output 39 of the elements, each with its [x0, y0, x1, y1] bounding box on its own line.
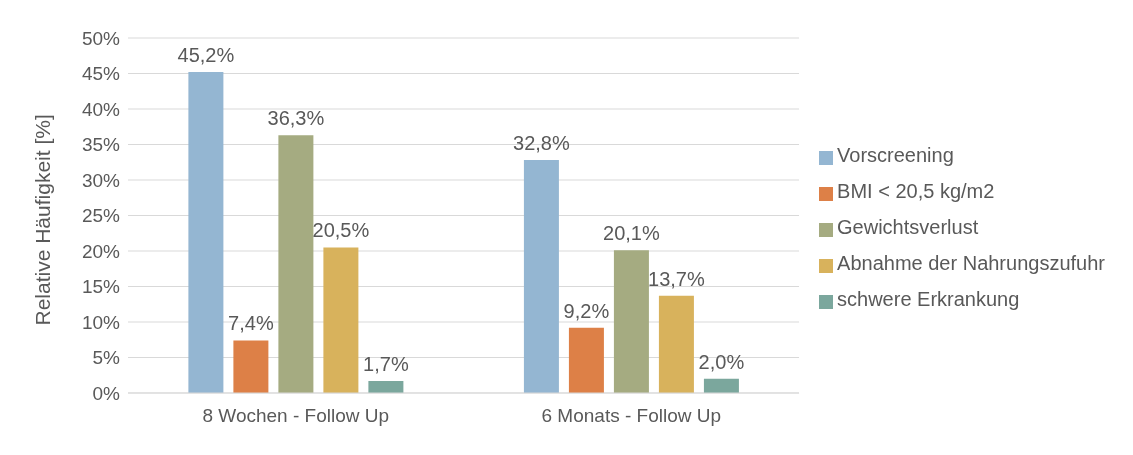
y-tick-label: 50%	[81, 27, 121, 49]
y-tick-label: 30%	[81, 169, 121, 191]
data-label: 2,0%	[698, 350, 745, 373]
y-tick-label: 20%	[81, 240, 121, 262]
data-label: 20,1%	[603, 222, 660, 245]
bar	[703, 378, 739, 393]
y-tick-label: 25%	[81, 205, 121, 227]
data-label: 9,2%	[563, 299, 610, 322]
y-axis-title: Relative Häufigkeit [%]	[31, 114, 55, 326]
bar	[323, 247, 359, 393]
bar	[523, 160, 559, 393]
bar	[233, 340, 269, 393]
y-tick-label: 0%	[92, 382, 121, 404]
data-label: 36,3%	[267, 107, 325, 130]
data-label: 7,4%	[228, 312, 274, 335]
legend-label: Gewichtsverlust	[837, 216, 979, 238]
y-tick-label: 15%	[81, 276, 121, 298]
legend-label: BMI < 20,5 kg/m2	[837, 180, 995, 202]
x-tick-label: 6 Monats - Follow Up	[541, 405, 722, 427]
legend-label: Vorscreening	[837, 144, 954, 166]
y-tick-label: 35%	[81, 134, 121, 156]
bar	[658, 295, 694, 393]
y-tick-label: 40%	[81, 98, 121, 120]
data-label: 32,8%	[513, 132, 570, 155]
bar	[278, 135, 314, 393]
legend-label: Abnahme der Nahrungszufuhr	[837, 252, 1105, 274]
data-label: 13,7%	[648, 267, 705, 290]
data-label: 1,7%	[363, 352, 409, 375]
y-tick-label: 45%	[81, 63, 121, 85]
bar	[613, 250, 649, 393]
bar	[188, 72, 224, 393]
bar	[568, 327, 604, 393]
y-tick-label: 10%	[81, 311, 121, 333]
y-tick-label: 5%	[92, 347, 121, 369]
bar	[368, 380, 404, 393]
legend-label: schwere Erkrankung	[837, 288, 1020, 310]
data-label: 20,5%	[312, 219, 370, 242]
data-label: 45,2%	[177, 44, 235, 67]
x-tick-label: 8 Wochen - Follow Up	[202, 405, 390, 427]
